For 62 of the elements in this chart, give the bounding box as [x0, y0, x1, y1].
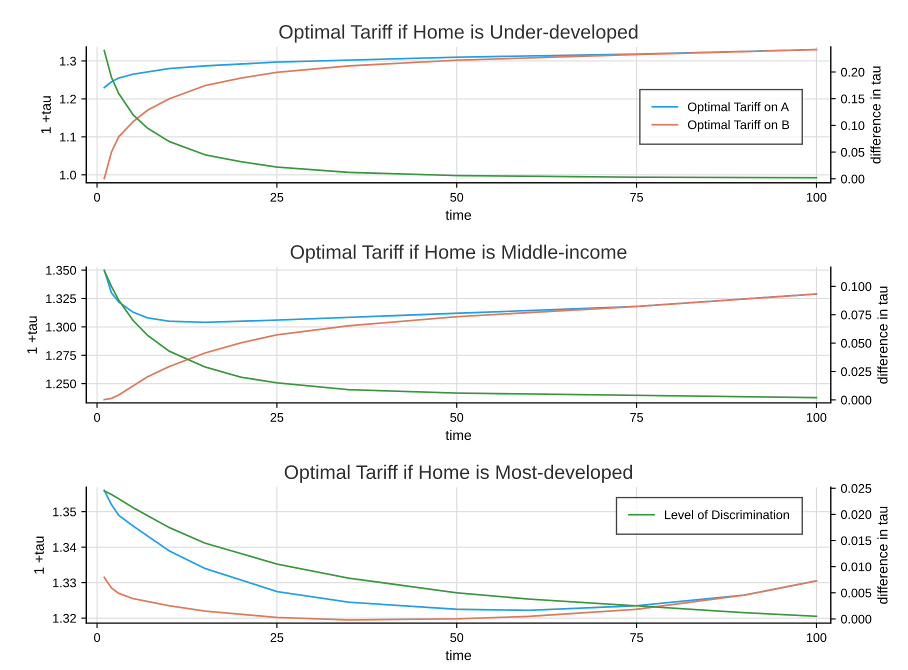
y2-tick-label: 0.025 [841, 367, 872, 376]
x-tick-label: 50 [450, 192, 464, 202]
line-series [103, 576, 818, 621]
y2-tick-label: 0.025 [841, 484, 872, 493]
chart-title: Optimal Tariff if Home is Under-developed [279, 24, 638, 43]
x-tick-label: 25 [270, 413, 284, 422]
y2-tick-label: 0.05 [841, 148, 864, 157]
y2-tick-label: 0.15 [841, 94, 864, 104]
y-tick-label: 1.3 [60, 56, 76, 66]
y-tick-label: 1.34 [53, 542, 76, 552]
y-axis-title: 1 +tau [41, 96, 51, 134]
y2-tick-label: 0.015 [841, 536, 872, 546]
line-series [103, 270, 818, 398]
y2-tick-label: 0.100 [841, 282, 872, 292]
y2-axis-title: difference in tau [877, 286, 888, 384]
y-tick-label: 1.250 [46, 379, 76, 388]
y-tick-label: 1.35 [53, 507, 76, 516]
x-tick-label: 75 [630, 633, 644, 642]
legend-label: Optimal Tariff on A [688, 102, 790, 114]
y-tick-label: 1.32 [53, 614, 76, 623]
y-tick-label: 1.275 [46, 351, 76, 360]
y2-tick-label: 0.00 [841, 174, 864, 184]
y-tick-label: 1.325 [46, 294, 76, 304]
x-tick-label: 50 [450, 633, 464, 642]
x-axis-title: time [446, 650, 472, 660]
y2-tick-label: 0.075 [841, 310, 872, 320]
y-axis-title: 1 +tau [27, 316, 37, 354]
x-axis-title: time [446, 430, 472, 440]
x-tick-label: 0 [94, 413, 100, 422]
y2-tick-label: 0.050 [841, 338, 872, 348]
y2-axis-title: difference in tau [877, 506, 888, 604]
chart-title: Optimal Tariff if Home is Most-developed [284, 464, 632, 483]
y-tick-label: 1.0 [60, 170, 76, 180]
y-tick-label: 1.1 [60, 132, 76, 142]
x-tick-label: 100 [806, 633, 826, 642]
y2-tick-label: 0.20 [841, 68, 864, 77]
y2-tick-label: 0.020 [841, 510, 872, 520]
y2-tick-label: 0.005 [841, 588, 872, 598]
x-tick-label: 75 [630, 413, 644, 422]
x-tick-label: 100 [806, 413, 826, 422]
legend-label: Level of Discrimination [665, 510, 789, 520]
y-axis-title: 1 +tau [34, 536, 44, 574]
x-tick-label: 25 [270, 633, 284, 642]
line-series [103, 293, 818, 400]
x-tick-label: 25 [270, 192, 284, 202]
x-tick-label: 100 [806, 192, 826, 202]
y2-axis-title: difference in tau [870, 66, 881, 164]
x-tick-label: 0 [94, 192, 100, 202]
x-tick-label: 0 [94, 633, 100, 642]
y-tick-label: 1.33 [53, 578, 76, 588]
y2-tick-label: 0.000 [841, 614, 872, 624]
legend-label: Optimal Tariff on B [688, 120, 790, 132]
x-tick-label: 75 [630, 192, 644, 202]
y2-tick-label: 0.010 [841, 562, 872, 572]
y-tick-label: 1.300 [46, 322, 76, 332]
y-tick-label: 1.350 [46, 266, 76, 275]
y2-tick-label: 0.000 [841, 396, 872, 405]
y-tick-label: 1.2 [60, 94, 76, 104]
y2-tick-label: 0.10 [841, 121, 864, 130]
x-tick-label: 50 [450, 413, 464, 422]
x-axis-title: time [446, 210, 472, 220]
chart-title: Optimal Tariff if Home is Middle-income [290, 244, 626, 263]
